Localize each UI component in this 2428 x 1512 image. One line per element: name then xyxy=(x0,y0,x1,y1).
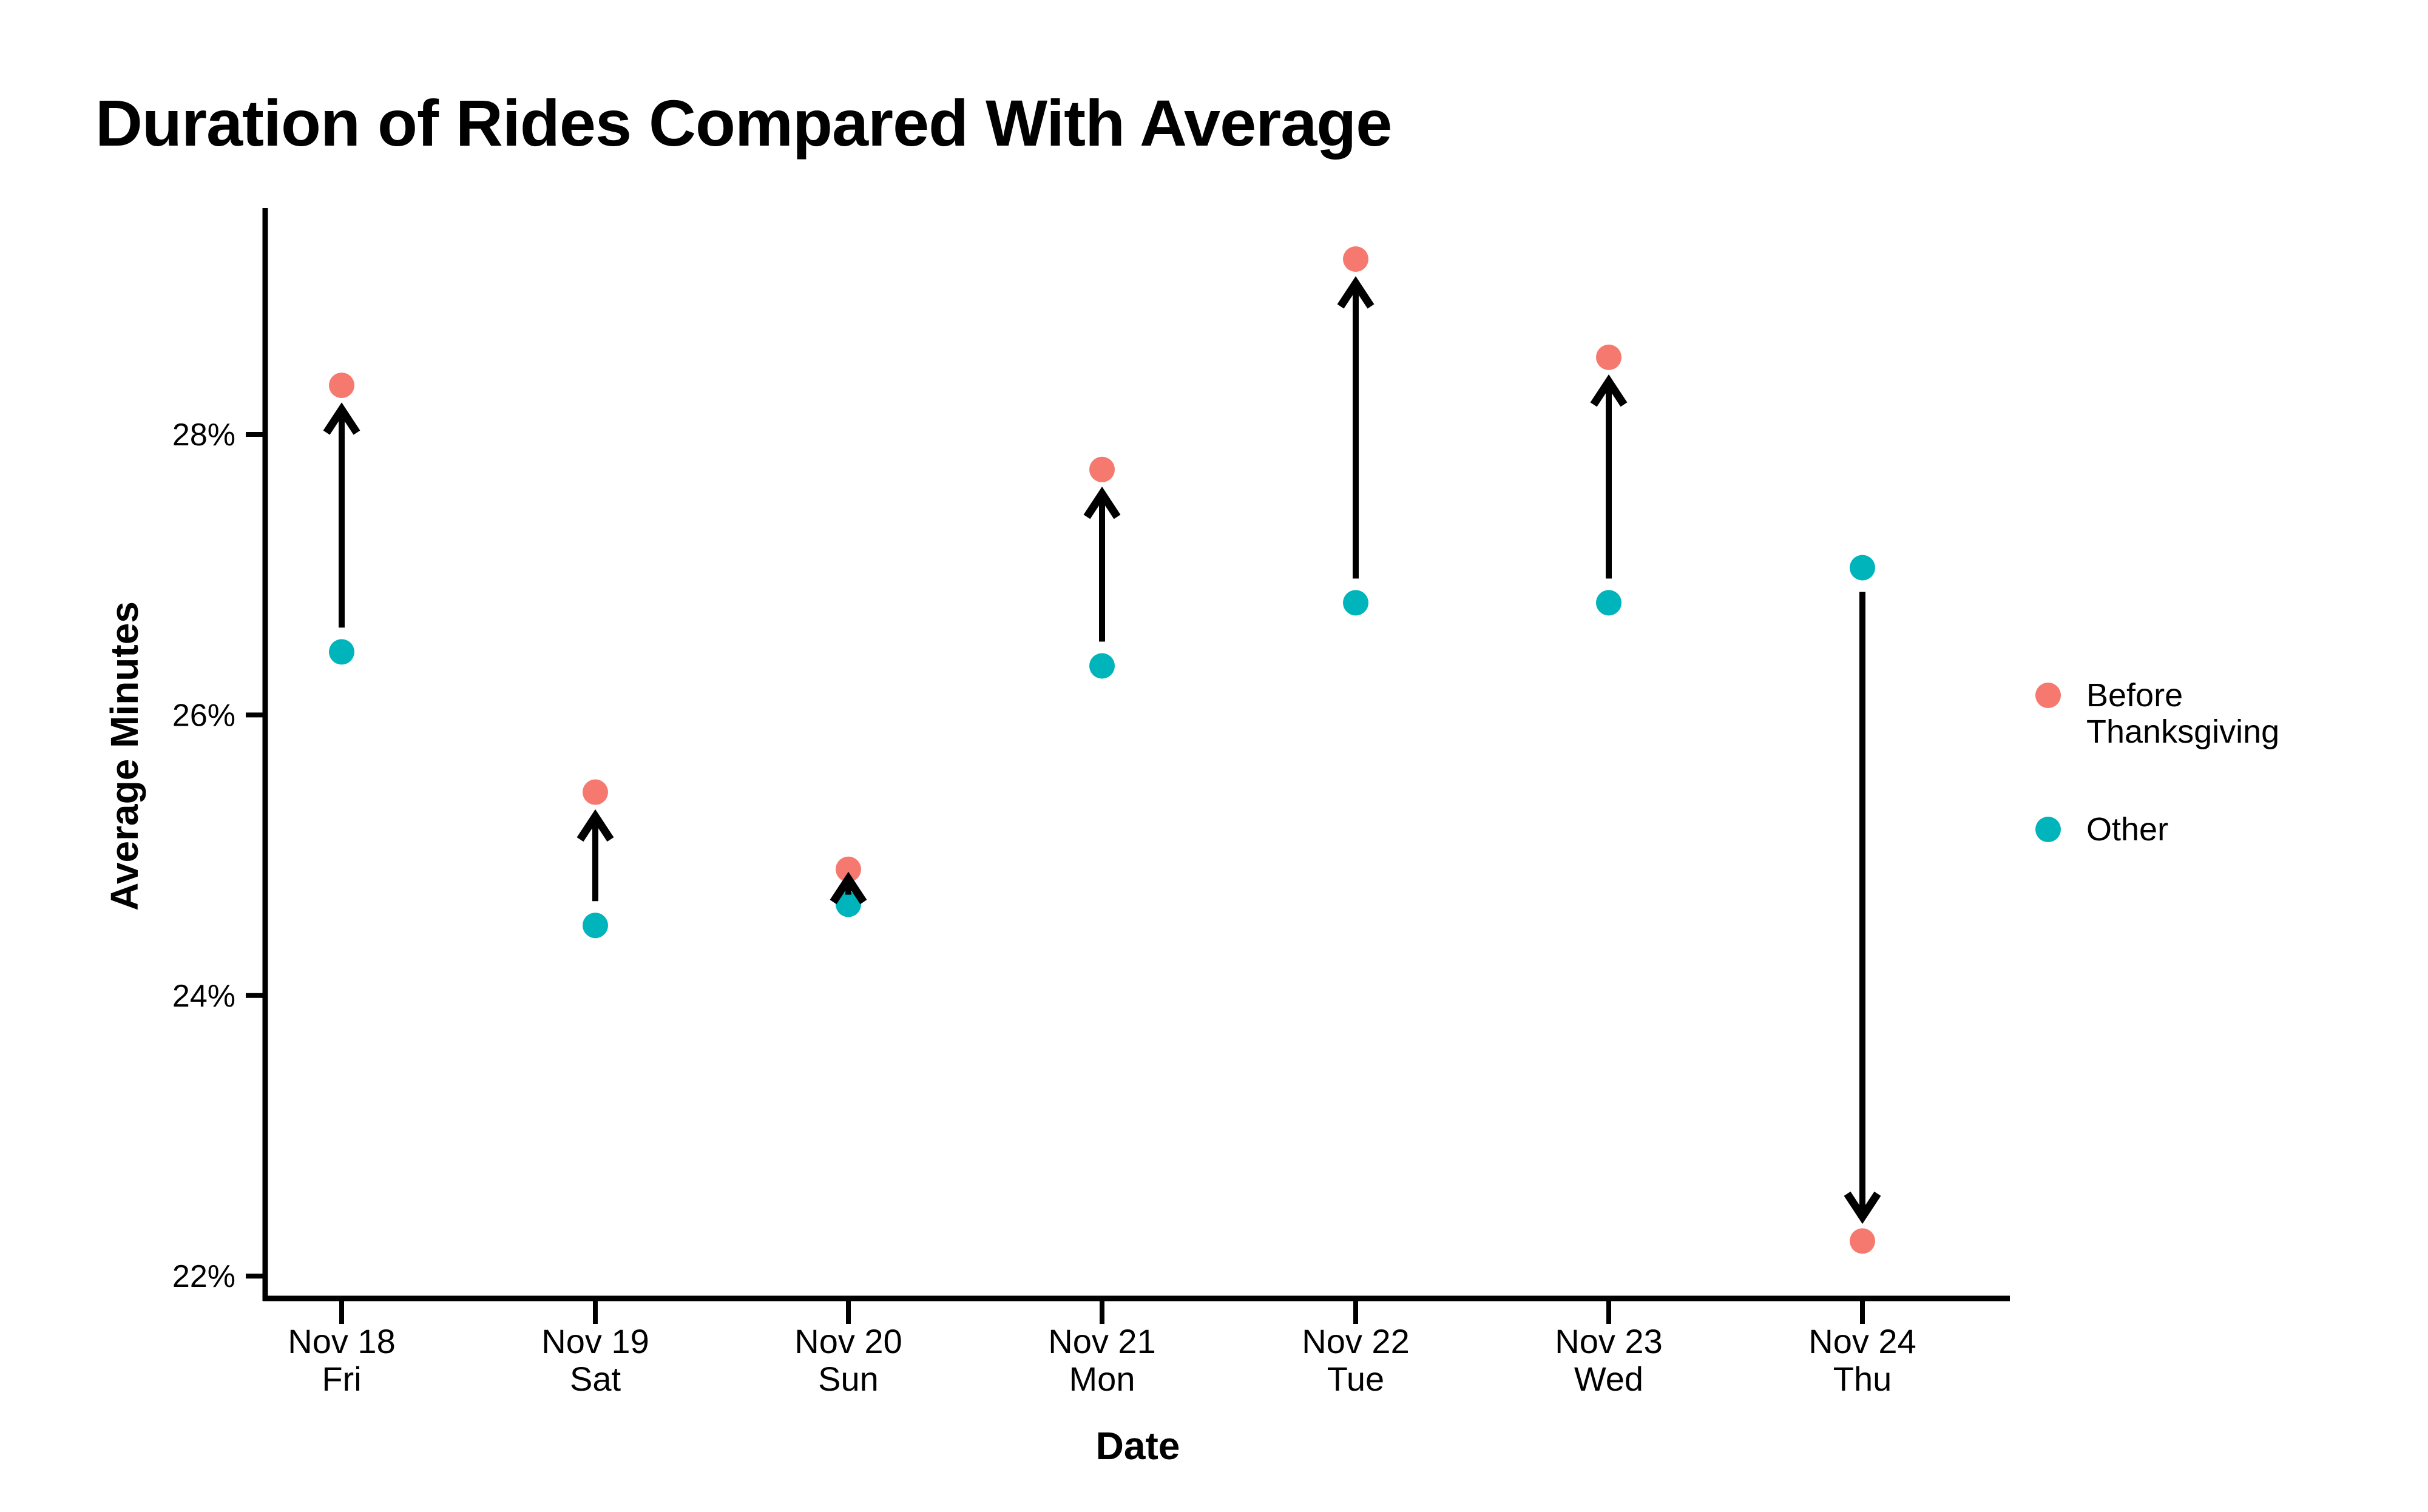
legend-dot-before-icon xyxy=(2035,683,2061,708)
x-tick-label-date: Nov 21 xyxy=(1048,1322,1155,1360)
x-tick-label-day: Mon xyxy=(1069,1360,1135,1398)
point-other xyxy=(1343,590,1368,616)
y-tick-label: 22% xyxy=(172,1259,235,1294)
change-arrow-head-up xyxy=(1083,486,1121,519)
point-before xyxy=(1089,456,1115,482)
x-tick-label-date: Nov 24 xyxy=(1808,1322,1916,1360)
change-arrow-head-down xyxy=(1844,1191,1881,1224)
point-other xyxy=(329,639,354,665)
change-arrow-head-up xyxy=(1337,276,1375,309)
point-before xyxy=(836,856,861,882)
legend-item-other: Other xyxy=(2035,811,2399,848)
x-tick-label-date: Nov 20 xyxy=(794,1322,902,1360)
point-before xyxy=(1343,246,1368,272)
x-tick-label-day: Thu xyxy=(1833,1360,1892,1398)
x-tick-label-date: Nov 19 xyxy=(541,1322,649,1360)
y-tick-label: 24% xyxy=(172,979,235,1014)
point-before xyxy=(1596,344,1621,370)
chart-title: Duration of Rides Compared With Average xyxy=(95,86,1392,160)
point-before xyxy=(329,373,354,399)
y-tick-label: 26% xyxy=(172,698,235,733)
x-tick-label-date: Nov 18 xyxy=(288,1322,395,1360)
x-tick-label-date: Nov 23 xyxy=(1555,1322,1662,1360)
x-tick-label-day: Tue xyxy=(1327,1360,1384,1398)
y-tick-label: 28% xyxy=(172,417,235,453)
point-before xyxy=(1850,1228,1875,1254)
x-tick-label-day: Fri xyxy=(322,1360,361,1398)
legend-item-before-thanksgiving: Before Thanksgiving xyxy=(2035,677,2399,751)
x-tick-label-day: Wed xyxy=(1574,1360,1643,1398)
legend-label-other: Other xyxy=(2086,811,2169,848)
point-other xyxy=(1850,555,1875,581)
change-arrow-head-up xyxy=(323,402,360,435)
legend: Before Thanksgiving Other xyxy=(2035,677,2399,848)
change-arrow-head-up xyxy=(1590,374,1628,407)
point-before xyxy=(583,779,608,805)
legend-dot-other-icon xyxy=(2035,816,2061,842)
x-axis-title: Date xyxy=(1095,1424,1180,1468)
legend-label-before: Before Thanksgiving xyxy=(2086,677,2280,751)
x-tick-label-day: Sun xyxy=(818,1360,879,1398)
point-other xyxy=(583,913,608,939)
point-other xyxy=(836,891,861,917)
change-arrow-head-up xyxy=(577,809,614,842)
change-arrow-head-up xyxy=(830,871,867,905)
point-other xyxy=(1596,590,1621,616)
x-tick-label-date: Nov 22 xyxy=(1302,1322,1409,1360)
x-tick-label-day: Sat xyxy=(570,1360,621,1398)
point-other xyxy=(1089,653,1115,679)
